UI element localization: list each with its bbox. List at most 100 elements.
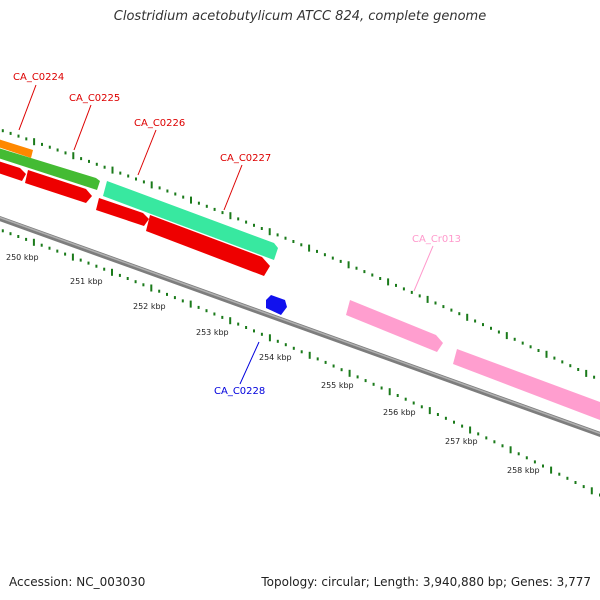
inner-ring-tick	[292, 346, 295, 350]
inner-ring-tick	[95, 264, 98, 268]
inner-ring-tick	[566, 476, 569, 480]
outer-ring-tick	[103, 165, 106, 169]
inner-ring-tick	[142, 283, 145, 287]
inner-ring-tick	[1, 229, 4, 233]
inner-ring-tick	[166, 292, 168, 296]
outer-ring-tick	[260, 227, 263, 230]
outer-ring-tick	[363, 270, 366, 274]
outer-ring-tick	[33, 138, 36, 146]
inner-ring-tick	[103, 267, 106, 271]
inner-ring-tick	[56, 249, 59, 253]
outer-ring-tick	[402, 287, 405, 291]
genome-backbone	[0, 215, 600, 438]
gene-feature-red-4[interactable]	[146, 215, 270, 276]
inner-ring-tick	[260, 332, 263, 336]
outer-ring-tick	[56, 148, 59, 152]
outer-ring-tick	[553, 356, 556, 360]
outer-ring-tick	[135, 177, 137, 181]
outer-ring-tick	[229, 212, 232, 220]
outer-ring-tick	[245, 220, 248, 224]
outer-ring-tick	[17, 134, 20, 138]
outer-ring-tick	[268, 228, 271, 236]
outer-ring-tick	[474, 319, 477, 323]
inner-ring-tick	[118, 273, 121, 277]
gene-label-ca-c0226: CA_C0226	[134, 118, 185, 129]
outer-ring-tick	[339, 259, 342, 263]
inner-ring-tick	[111, 268, 113, 276]
gene-feature-blue[interactable]	[266, 295, 287, 315]
outer-ring-tick	[521, 341, 524, 345]
outer-ring-tick	[316, 249, 318, 253]
outer-ring-tick	[482, 323, 484, 327]
inner-ring-tick	[300, 350, 303, 354]
outer-tick-ring	[1, 129, 596, 379]
inner-ring-tick	[436, 413, 439, 416]
inner-ring-tick	[79, 258, 82, 262]
outer-ring-tick	[410, 290, 413, 294]
inner-ring-tick	[173, 296, 176, 300]
outer-ring-tick	[450, 308, 453, 312]
outer-ring-tick	[355, 266, 358, 270]
inner-ring-tick	[550, 466, 553, 474]
outer-ring-tick	[513, 337, 516, 341]
outer-ring-tick	[119, 171, 122, 175]
outer-ring-tick	[387, 278, 390, 286]
gene-feature-orange[interactable]	[0, 138, 33, 158]
inner-ring-tick	[17, 235, 20, 238]
outer-ring-tick	[505, 332, 508, 340]
outer-ring-tick	[569, 364, 572, 368]
gene-label-ca-c0227: CA_C0227	[220, 153, 271, 164]
leader-line-ca-c0228	[239, 341, 260, 385]
outer-ring-tick	[276, 233, 279, 237]
leader-line-ca-cr013	[413, 245, 434, 292]
inner-ring-tick	[372, 382, 375, 386]
outer-ring-tick	[347, 261, 350, 269]
inner-ring-tick	[493, 440, 496, 444]
inner-ring-tick	[9, 232, 12, 236]
gene-feature-green[interactable]	[0, 147, 100, 190]
outer-ring-tick	[88, 159, 90, 163]
outer-ring-tick	[395, 283, 397, 287]
scale-label-257: 257 kbp	[445, 437, 478, 446]
gene-feature-red-3[interactable]	[96, 198, 149, 226]
scale-label-250: 250 kbp	[6, 253, 39, 262]
inner-ring-tick	[71, 253, 74, 261]
outer-ring-tick	[158, 186, 161, 190]
gene-feature-red-1[interactable]	[0, 160, 26, 181]
outer-ring-tick	[80, 157, 83, 161]
outer-ring-tick	[458, 312, 461, 316]
inner-ring-tick	[221, 315, 224, 319]
outer-ring-tick	[466, 313, 469, 321]
inner-ring-tick	[25, 237, 28, 241]
inner-ring-tick	[542, 464, 544, 468]
inner-ring-tick	[461, 424, 464, 428]
outer-ring-tick	[166, 189, 169, 193]
inner-ring-tick	[150, 284, 153, 292]
inner-ring-tick	[356, 375, 359, 379]
outer-ring-tick	[41, 142, 43, 146]
scale-label-256: 256 kbp	[383, 408, 416, 417]
inner-ring-tick	[590, 487, 593, 495]
scale-label-251: 251 kbp	[70, 277, 103, 286]
gene-feature-red-2[interactable]	[25, 170, 92, 203]
gene-feature-teal[interactable]	[103, 181, 278, 260]
scale-label-258: 258 kbp	[507, 466, 540, 475]
outer-ring-tick	[213, 207, 216, 211]
inner-ring-tick	[213, 312, 216, 316]
leader-line-ca-c0227	[223, 164, 243, 211]
leader-line-ca-c0225	[73, 104, 92, 151]
outer-ring-tick	[490, 326, 492, 330]
rna-feature-pink-2[interactable]	[453, 349, 600, 420]
rna-feature-pink-1[interactable]	[346, 300, 443, 352]
inner-ring-tick	[197, 305, 200, 309]
outer-ring-tick	[331, 256, 334, 260]
outer-ring-tick	[197, 201, 200, 205]
inner-ring-tick	[574, 481, 577, 484]
outer-ring-tick	[545, 350, 548, 358]
outer-ring-tick	[434, 301, 437, 305]
inner-ring-tick	[229, 317, 232, 325]
outer-ring-tick	[205, 204, 208, 208]
inner-ring-tick	[420, 405, 423, 409]
outer-ring-tick	[237, 217, 240, 221]
outer-ring-tick	[593, 375, 596, 379]
